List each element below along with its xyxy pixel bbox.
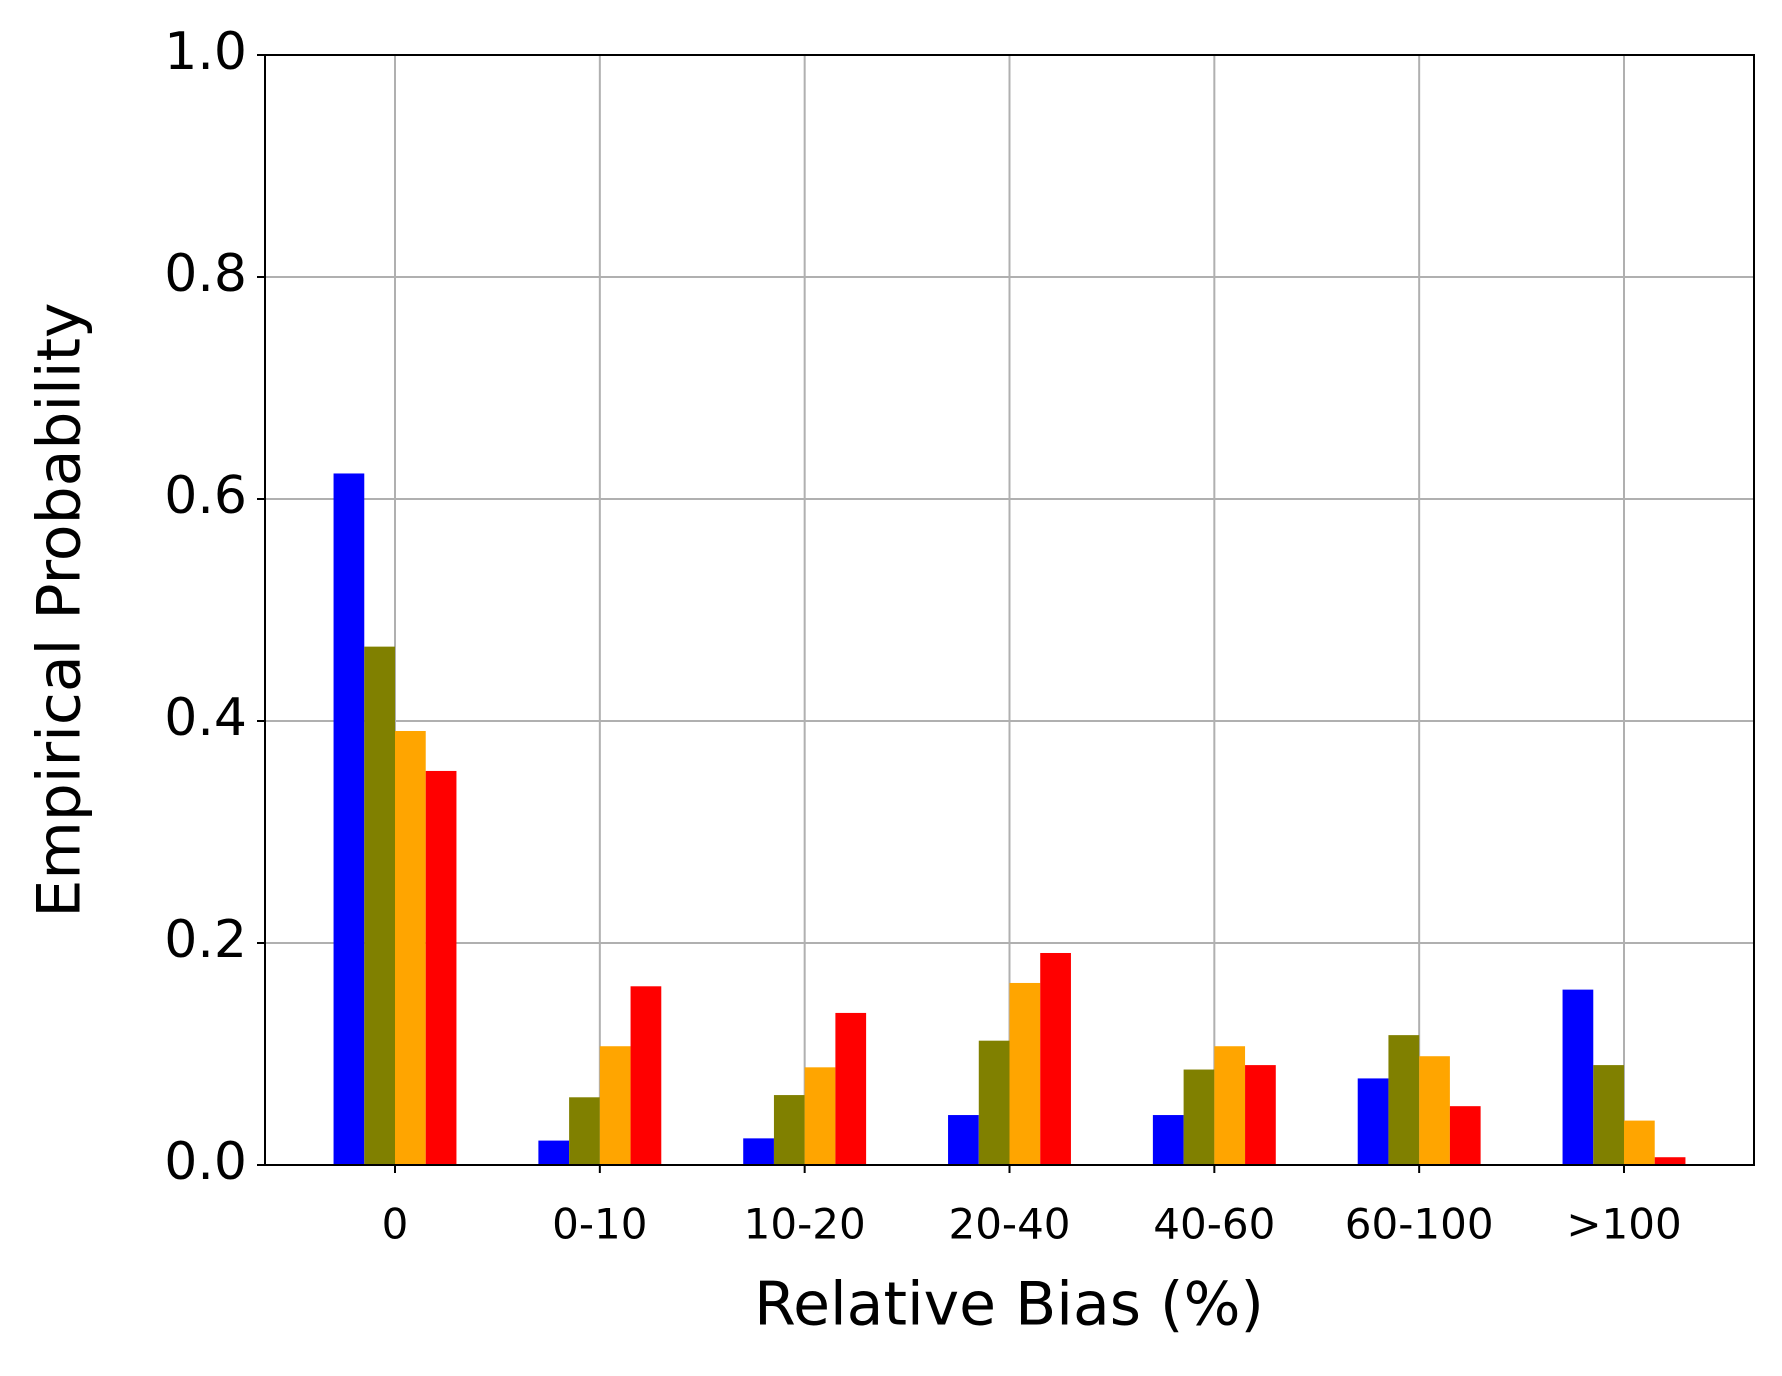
labels: 0.0 0.2 0.4 0.6 0.8 1.0 0 0-10 10-20 20-40 40-60 60… [164,22,1681,1249]
bar [538,1140,570,1165]
bar [1449,1106,1481,1165]
bar [1654,1157,1686,1165]
bar [1388,1035,1420,1165]
x-tick-label: 40-60 [1153,1200,1275,1249]
x-axis-label: Relative Bias (%) [754,1270,1264,1340]
bar [425,770,457,1165]
bar [1009,982,1041,1165]
bar [773,1095,805,1165]
bar [333,473,365,1166]
y-axis-label: Empirical Probability [25,302,95,917]
bar [569,1097,600,1165]
bars [333,473,1686,1166]
bar [804,1067,836,1165]
bar [1245,1065,1276,1165]
bar [630,986,662,1165]
x-tick-label: 10-20 [744,1200,866,1249]
bar [599,1046,631,1165]
bar [1152,1115,1184,1165]
x-tick-label: 0-10 [552,1200,647,1249]
bar [1419,1056,1450,1165]
x-tick-label: 0 [382,1200,409,1249]
bar [395,730,426,1165]
bar [978,1040,1010,1165]
x-tick-label: >100 [1566,1200,1681,1249]
bar [743,1138,774,1165]
y-tick-label: 0.2 [164,910,247,970]
y-tick-label: 0.8 [164,244,247,304]
bar [1562,989,1594,1165]
bar [1624,1120,1655,1165]
x-tick-label: 60-100 [1345,1200,1494,1249]
y-tick-label: 0.0 [164,1132,247,1192]
bar [1040,952,1071,1165]
bar [835,1012,867,1165]
y-tick-label: 0.6 [164,466,247,526]
y-tick-label: 1.0 [164,22,247,82]
y-tick-label: 0.4 [164,688,247,748]
bar [1357,1078,1389,1165]
bar [1593,1065,1624,1165]
bar [948,1115,979,1165]
bar [1214,1046,1246,1165]
bar [1183,1069,1215,1165]
bar [364,646,395,1165]
x-tick-label: 20-40 [948,1200,1070,1249]
